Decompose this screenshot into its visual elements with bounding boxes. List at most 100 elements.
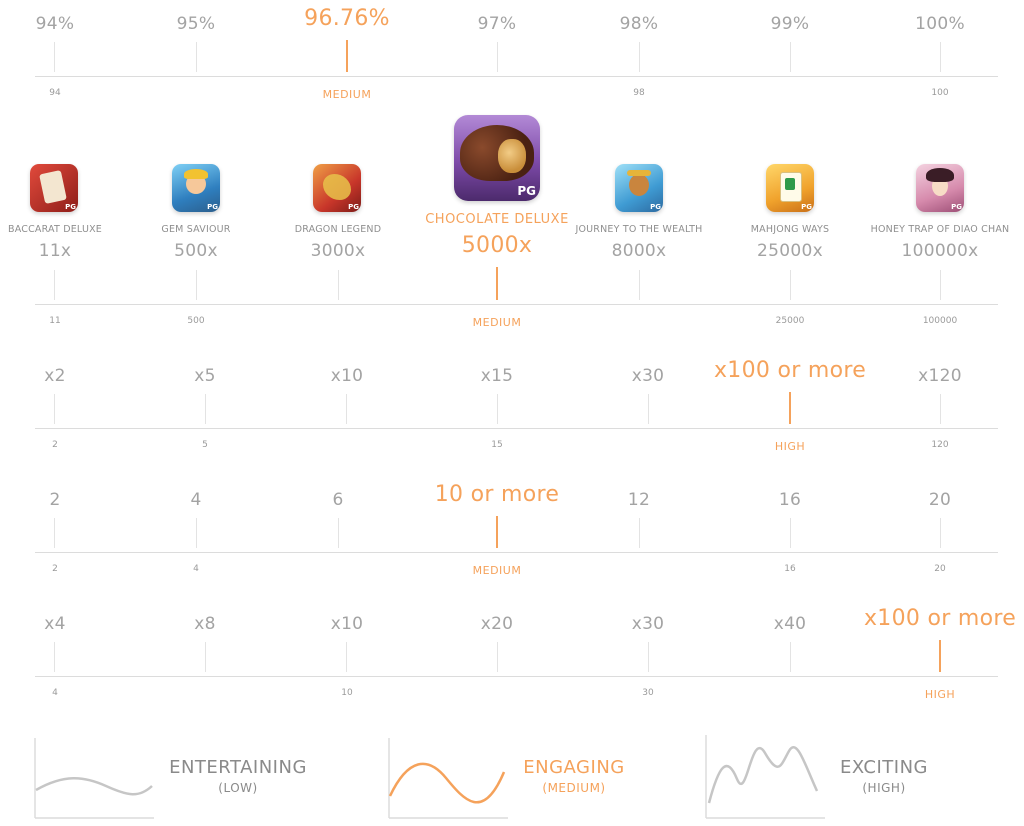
max-win-tick bbox=[338, 270, 339, 300]
multiplier-tick bbox=[940, 394, 941, 424]
bonus-value: x20 bbox=[480, 614, 514, 634]
bonus-level-label: HIGH bbox=[924, 688, 956, 701]
paylines-value: 20 bbox=[928, 490, 952, 510]
max-win-axis-label: 100000 bbox=[922, 316, 958, 326]
bonus-tick bbox=[205, 642, 206, 672]
bonus-tick bbox=[346, 642, 347, 672]
max-win-axis-label: 11 bbox=[49, 316, 61, 326]
max-win-tick bbox=[940, 270, 941, 300]
bonus-axis-label: 10 bbox=[341, 688, 353, 698]
multiplier-tick bbox=[497, 394, 498, 424]
paylines-axis-label: 2 bbox=[52, 564, 58, 574]
rtp-value: 94% bbox=[35, 14, 75, 34]
multiplier-tick bbox=[205, 394, 206, 424]
multiplier-tick-selected bbox=[789, 392, 791, 424]
paylines-value: 12 bbox=[627, 490, 651, 510]
multiplier-value: x120 bbox=[918, 366, 962, 386]
paylines-value: 16 bbox=[778, 490, 802, 510]
bonus-value-selected: x100 or more bbox=[863, 606, 1017, 631]
rtp-tick bbox=[497, 42, 498, 72]
pg-badge: PG bbox=[951, 203, 962, 211]
honey-trap-of-diao-chan-icon[interactable]: PG bbox=[916, 164, 964, 212]
multiplier-value: x2 bbox=[44, 366, 66, 386]
max-win-value: 3000x bbox=[310, 241, 366, 261]
volatility-title-low: ENTERTAINING bbox=[169, 757, 307, 778]
max-win-tick bbox=[790, 270, 791, 300]
game-name: BACCARAT DELUXE bbox=[7, 224, 103, 235]
paylines-tick bbox=[54, 518, 55, 548]
paylines-tick bbox=[790, 518, 791, 548]
bonus-axis-label: 4 bbox=[52, 688, 58, 698]
paylines-axis-line bbox=[35, 552, 998, 553]
multiplier-tick bbox=[54, 394, 55, 424]
multiplier-tick bbox=[346, 394, 347, 424]
chocolate-deluxe-icon[interactable]: PG bbox=[454, 115, 540, 201]
multiplier-axis-label: 2 bbox=[52, 440, 58, 450]
pg-badge: PG bbox=[517, 184, 536, 198]
paylines-tick bbox=[196, 518, 197, 548]
rtp-tick-selected bbox=[346, 40, 348, 72]
game-name: GEM SAVIOUR bbox=[161, 224, 231, 235]
game-name: MAHJONG WAYS bbox=[750, 224, 830, 235]
max-win-value: 25000x bbox=[757, 241, 823, 261]
max-win-axis-label: 500 bbox=[187, 316, 205, 326]
bonus-value: x8 bbox=[194, 614, 216, 634]
max-win-tick bbox=[639, 270, 640, 300]
rtp-axis-label: 94 bbox=[49, 88, 61, 98]
paylines-axis-label: 16 bbox=[784, 564, 796, 574]
bonus-tick-selected bbox=[939, 640, 941, 672]
bonus-tick bbox=[497, 642, 498, 672]
multiplier-axis-label: 5 bbox=[202, 440, 208, 450]
game-name: JOURNEY TO THE WEALTH bbox=[575, 224, 703, 235]
max-win-value: 8000x bbox=[611, 241, 667, 261]
bonus-value: x4 bbox=[44, 614, 66, 634]
dragon-legend-icon[interactable]: PG bbox=[313, 164, 361, 212]
game-name-selected: CHOCOLATE DELUXE bbox=[425, 212, 569, 227]
pg-badge: PG bbox=[65, 203, 76, 211]
max-win-value: 100000x bbox=[901, 241, 979, 261]
bonus-axis-label: 30 bbox=[642, 688, 654, 698]
rtp-value-selected: 96.76% bbox=[304, 6, 390, 31]
baccarat-deluxe-icon[interactable]: PG bbox=[30, 164, 78, 212]
paylines-tick bbox=[940, 518, 941, 548]
low-volatility-wave-icon bbox=[34, 738, 154, 819]
rtp-tick bbox=[940, 42, 941, 72]
bonus-value: x40 bbox=[773, 614, 807, 634]
multiplier-axis-line bbox=[35, 428, 998, 429]
multiplier-level-label: HIGH bbox=[774, 440, 806, 453]
volatility-sub-low: (LOW) bbox=[218, 781, 258, 795]
bonus-value: x10 bbox=[330, 614, 364, 634]
gem-saviour-icon[interactable]: PG bbox=[172, 164, 220, 212]
pg-badge: PG bbox=[207, 203, 218, 211]
pg-badge: PG bbox=[801, 203, 812, 211]
paylines-axis-label: 20 bbox=[934, 564, 946, 574]
journey-to-the-wealth-icon[interactable]: PG bbox=[615, 164, 663, 212]
max-win-value: 11x bbox=[38, 241, 72, 261]
rtp-axis-line bbox=[35, 76, 998, 77]
paylines-value-selected: 10 or more bbox=[434, 482, 560, 507]
max-win-axis-label: 25000 bbox=[775, 316, 805, 326]
rtp-tick bbox=[790, 42, 791, 72]
game-name: DRAGON LEGEND bbox=[294, 224, 382, 235]
mahjong-ways-icon[interactable]: PG bbox=[766, 164, 814, 212]
pg-badge: PG bbox=[650, 203, 661, 211]
volatility-title-high: EXCITING bbox=[840, 757, 928, 778]
medium-volatility-wave-icon bbox=[388, 738, 508, 819]
max-win-tick-selected bbox=[496, 267, 498, 300]
multiplier-value: x15 bbox=[480, 366, 514, 386]
multiplier-axis-label: 15 bbox=[491, 440, 503, 450]
multiplier-value: x10 bbox=[330, 366, 364, 386]
multiplier-value: x30 bbox=[631, 366, 665, 386]
bonus-tick bbox=[54, 642, 55, 672]
rtp-tick bbox=[639, 42, 640, 72]
paylines-tick-selected bbox=[496, 516, 498, 548]
paylines-tick bbox=[639, 518, 640, 548]
rtp-value: 100% bbox=[915, 14, 965, 34]
max-win-axis-line bbox=[35, 304, 998, 305]
max-win-value-selected: 5000x bbox=[461, 233, 533, 258]
max-win-tick bbox=[196, 270, 197, 300]
high-volatility-wave-icon bbox=[705, 735, 825, 819]
paylines-tick bbox=[338, 518, 339, 548]
rtp-value: 99% bbox=[770, 14, 810, 34]
rtp-axis-label: 100 bbox=[931, 88, 949, 98]
